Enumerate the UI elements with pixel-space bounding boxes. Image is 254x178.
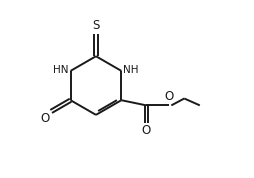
Text: O: O (164, 90, 173, 103)
Text: O: O (41, 112, 50, 125)
Text: O: O (142, 124, 151, 137)
Text: NH: NH (123, 65, 139, 75)
Text: S: S (92, 19, 100, 32)
Text: HN: HN (53, 65, 69, 75)
